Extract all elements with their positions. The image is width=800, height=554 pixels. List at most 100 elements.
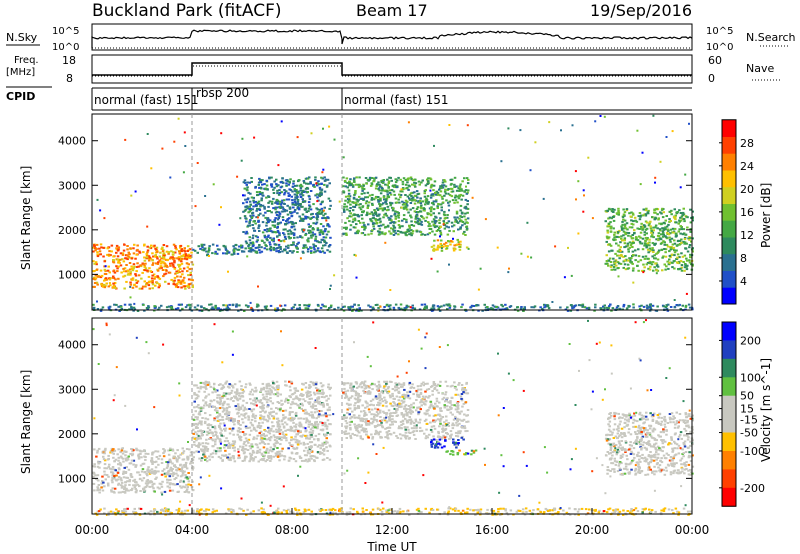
power-echo-cell (436, 305, 440, 308)
velocity-echo-cell (318, 444, 321, 447)
power-echo-cell (670, 213, 673, 216)
power-echo-cell (297, 207, 301, 210)
power-echo-cell (440, 244, 443, 247)
power-echo-cell (261, 221, 265, 224)
velocity-echo-cell (131, 450, 134, 453)
power-noise-cell (639, 183, 642, 186)
velocity-echo-cell (209, 424, 213, 427)
velocity-echo-cell (213, 427, 217, 430)
power-echo-cell (351, 209, 355, 212)
power-echo-cell (423, 208, 426, 210)
velocity-echo-cell (275, 407, 278, 409)
power-echo-cell (683, 238, 687, 241)
power-noise-cell (507, 127, 510, 130)
power-echo-cell (443, 194, 446, 197)
power-noise-cell (654, 181, 656, 184)
velocity-echo-cell (318, 410, 321, 413)
power-echo-cell (637, 260, 640, 263)
power-echo-cell (392, 207, 395, 210)
power-echo-cell (439, 246, 442, 249)
velocity-echo-cell (144, 458, 147, 461)
power-echo-cell (178, 265, 181, 268)
velocity-echo-cell (147, 466, 150, 469)
power-echo-cell (664, 255, 668, 258)
power-echo-cell (452, 249, 456, 252)
power-echo-cell (246, 181, 249, 184)
power-echo-cell (183, 257, 187, 260)
power-echo-cell (323, 183, 326, 186)
power-echo-cell (346, 186, 349, 189)
power-echo-cell (92, 250, 95, 253)
power-echo-cell (573, 304, 577, 307)
velocity-echo-cell (153, 490, 156, 493)
power-echo-cell (183, 285, 187, 288)
velocity-echo-cell (231, 427, 235, 430)
velocity-echo-cell (277, 431, 281, 433)
power-echo-cell (255, 209, 258, 212)
power-echo-cell (273, 219, 276, 222)
power-echo-cell (609, 226, 613, 229)
velocity-echo-cell (122, 470, 125, 473)
power-echo-cell (263, 241, 266, 244)
power-noise-cell (322, 209, 325, 212)
velocity-echo-cell (266, 459, 269, 461)
velocity-echo-cell (272, 383, 275, 386)
velocity-echo-cell (278, 425, 282, 428)
velocity-echo-cell (303, 443, 306, 446)
power-echo-cell (158, 283, 161, 286)
power-echo-cell (257, 225, 261, 227)
power-echo-cell (302, 247, 305, 249)
power-echo-cell (343, 210, 346, 213)
power-echo-cell (358, 307, 361, 310)
velocity-echo-cell (131, 487, 134, 490)
power-echo-cell (681, 233, 685, 236)
velocity-echo-cell (276, 392, 280, 395)
power-echo-cell (189, 271, 192, 274)
velocity-echo-cell (225, 444, 228, 447)
power-echo-cell (177, 279, 180, 282)
power-noise-cell (212, 183, 215, 186)
power-echo-cell (466, 203, 469, 206)
power-echo-cell (657, 217, 660, 220)
power-echo-cell (394, 178, 397, 181)
velocity-echo-cell (301, 382, 304, 385)
velocity-echo-cell (126, 476, 130, 479)
power-echo-cell (409, 208, 412, 211)
power-echo-cell (206, 254, 209, 257)
power-echo-cell (272, 188, 275, 191)
velocity-echo-cell (220, 418, 224, 421)
velocity-echo-cell (231, 443, 234, 446)
power-echo-cell (673, 259, 676, 262)
velocity-echo-cell (130, 476, 134, 478)
power-echo-cell (427, 180, 430, 183)
power-echo-cell (147, 255, 151, 258)
power-echo-cell (429, 225, 432, 228)
velocity-echo-cell (114, 458, 118, 461)
power-echo-cell (311, 212, 314, 215)
power-echo-cell (434, 200, 438, 203)
power-echo-cell (522, 310, 525, 312)
power-echo-cell (583, 306, 587, 309)
velocity-echo-cell (237, 429, 240, 432)
power-echo-cell (389, 201, 392, 204)
power-echo-cell (307, 216, 310, 219)
power-noise-cell (250, 306, 253, 309)
power-echo-cell (628, 246, 631, 249)
velocity-echo-cell (294, 441, 298, 444)
power-echo-cell (365, 214, 368, 217)
power-echo-cell (689, 230, 693, 233)
power-echo-cell (486, 306, 489, 308)
power-echo-cell (247, 245, 250, 248)
power-echo-cell (349, 178, 352, 181)
power-echo-cell (372, 225, 375, 228)
velocity-echo-cell (313, 455, 316, 458)
velocity-echo-cell (237, 457, 240, 460)
power-echo-cell (394, 215, 397, 218)
power-echo-cell (222, 304, 225, 307)
power-noise-cell (548, 121, 551, 124)
velocity-echo-cell (213, 419, 216, 422)
velocity-echo-cell (210, 438, 214, 441)
power-echo-cell (320, 212, 323, 215)
power-echo-cell (180, 303, 183, 306)
velocity-echo-cell (228, 459, 231, 461)
